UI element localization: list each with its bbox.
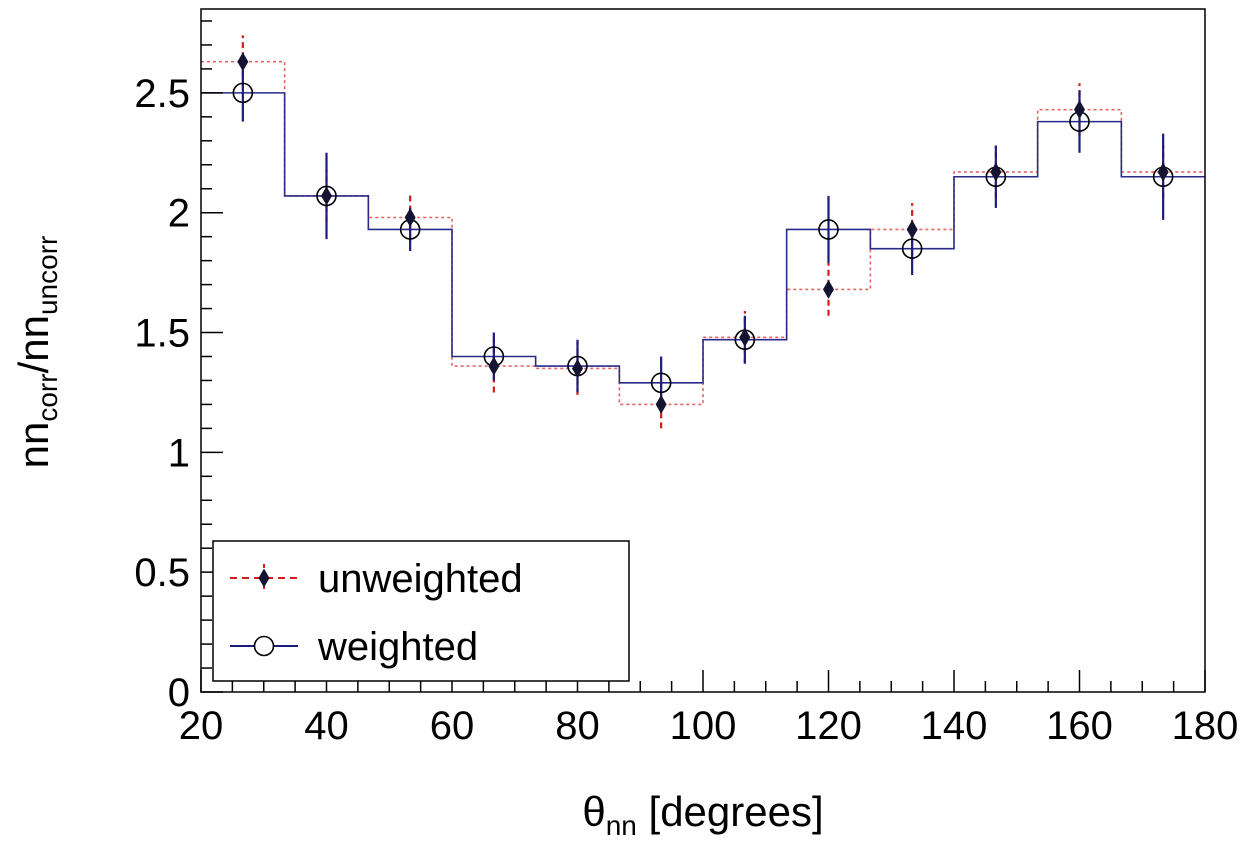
legend-marker-unweighted bbox=[258, 568, 270, 588]
legend-entry-unweighted: unweighted bbox=[230, 557, 523, 601]
x-tick-label: 60 bbox=[430, 704, 475, 748]
histogram-weighted bbox=[201, 92, 1205, 384]
x-tick-label: 80 bbox=[555, 704, 600, 748]
x-tick-label: 180 bbox=[1172, 704, 1239, 748]
point-weighted bbox=[818, 219, 839, 240]
point-unweighted bbox=[655, 394, 667, 414]
point-unweighted bbox=[739, 327, 751, 347]
y-axis-title: nncorr/nnuncorr bbox=[10, 236, 63, 469]
point-weighted bbox=[901, 238, 923, 259]
y-tick-label: 1 bbox=[168, 431, 190, 475]
tick-labels: 20 40 60 80 100 120 140 160 180 0 0.5 1 1.5 2 2.5 bbox=[134, 72, 1238, 748]
point-unweighted bbox=[1157, 162, 1169, 182]
point-unweighted bbox=[237, 52, 249, 72]
legend-label-weighted: weighted bbox=[317, 625, 478, 669]
point-unweighted bbox=[1074, 100, 1085, 120]
point-unweighted bbox=[823, 279, 834, 299]
point-weighted bbox=[232, 82, 254, 104]
point-unweighted bbox=[990, 162, 1002, 182]
x-tick-label: 40 bbox=[304, 704, 349, 748]
point-unweighted bbox=[906, 219, 918, 239]
legend: unweighted weighted bbox=[212, 540, 630, 682]
axis-ticks bbox=[200, 20, 1206, 693]
y-tick-label: 0.5 bbox=[134, 551, 190, 595]
x-axis-title-rest: [degrees] bbox=[637, 788, 824, 835]
y-axis-title-a-sub: corr bbox=[32, 373, 63, 421]
point-unweighted bbox=[404, 207, 416, 227]
x-axis-title-sub: nn bbox=[606, 810, 637, 841]
x-tick-label: 140 bbox=[921, 704, 988, 748]
y-axis-title-a: nn bbox=[10, 422, 57, 469]
point-unweighted bbox=[321, 186, 332, 206]
legend-label-unweighted: unweighted bbox=[318, 557, 523, 601]
x-tick-label: 160 bbox=[1046, 704, 1113, 748]
legend-marker-weighted bbox=[253, 635, 275, 657]
point-unweighted bbox=[488, 356, 500, 376]
y-axis-title-b-sub: uncorr bbox=[32, 236, 63, 315]
histogram-layer bbox=[201, 60, 1205, 406]
y-tick-label: 2.5 bbox=[134, 72, 190, 116]
legend-entry-weighted: weighted bbox=[230, 625, 478, 669]
x-axis-title: θnn [degrees] bbox=[582, 788, 823, 841]
x-axis-title-main: θ bbox=[582, 788, 605, 835]
data-points bbox=[232, 35, 1174, 429]
point-unweighted bbox=[572, 358, 583, 378]
y-tick-label: 0 bbox=[168, 671, 190, 715]
y-axis-title-slash: / bbox=[10, 361, 57, 373]
x-tick-label: 100 bbox=[670, 704, 737, 748]
x-tick-label: 120 bbox=[795, 704, 862, 748]
x-tick-label: 20 bbox=[179, 704, 224, 748]
y-axis-title-b: nn bbox=[10, 315, 57, 362]
y-tick-label: 2 bbox=[168, 192, 190, 236]
y-tick-label: 1.5 bbox=[134, 312, 190, 356]
plot-frame bbox=[200, 8, 1206, 693]
legend-box bbox=[212, 540, 630, 682]
point-weighted bbox=[650, 372, 672, 394]
